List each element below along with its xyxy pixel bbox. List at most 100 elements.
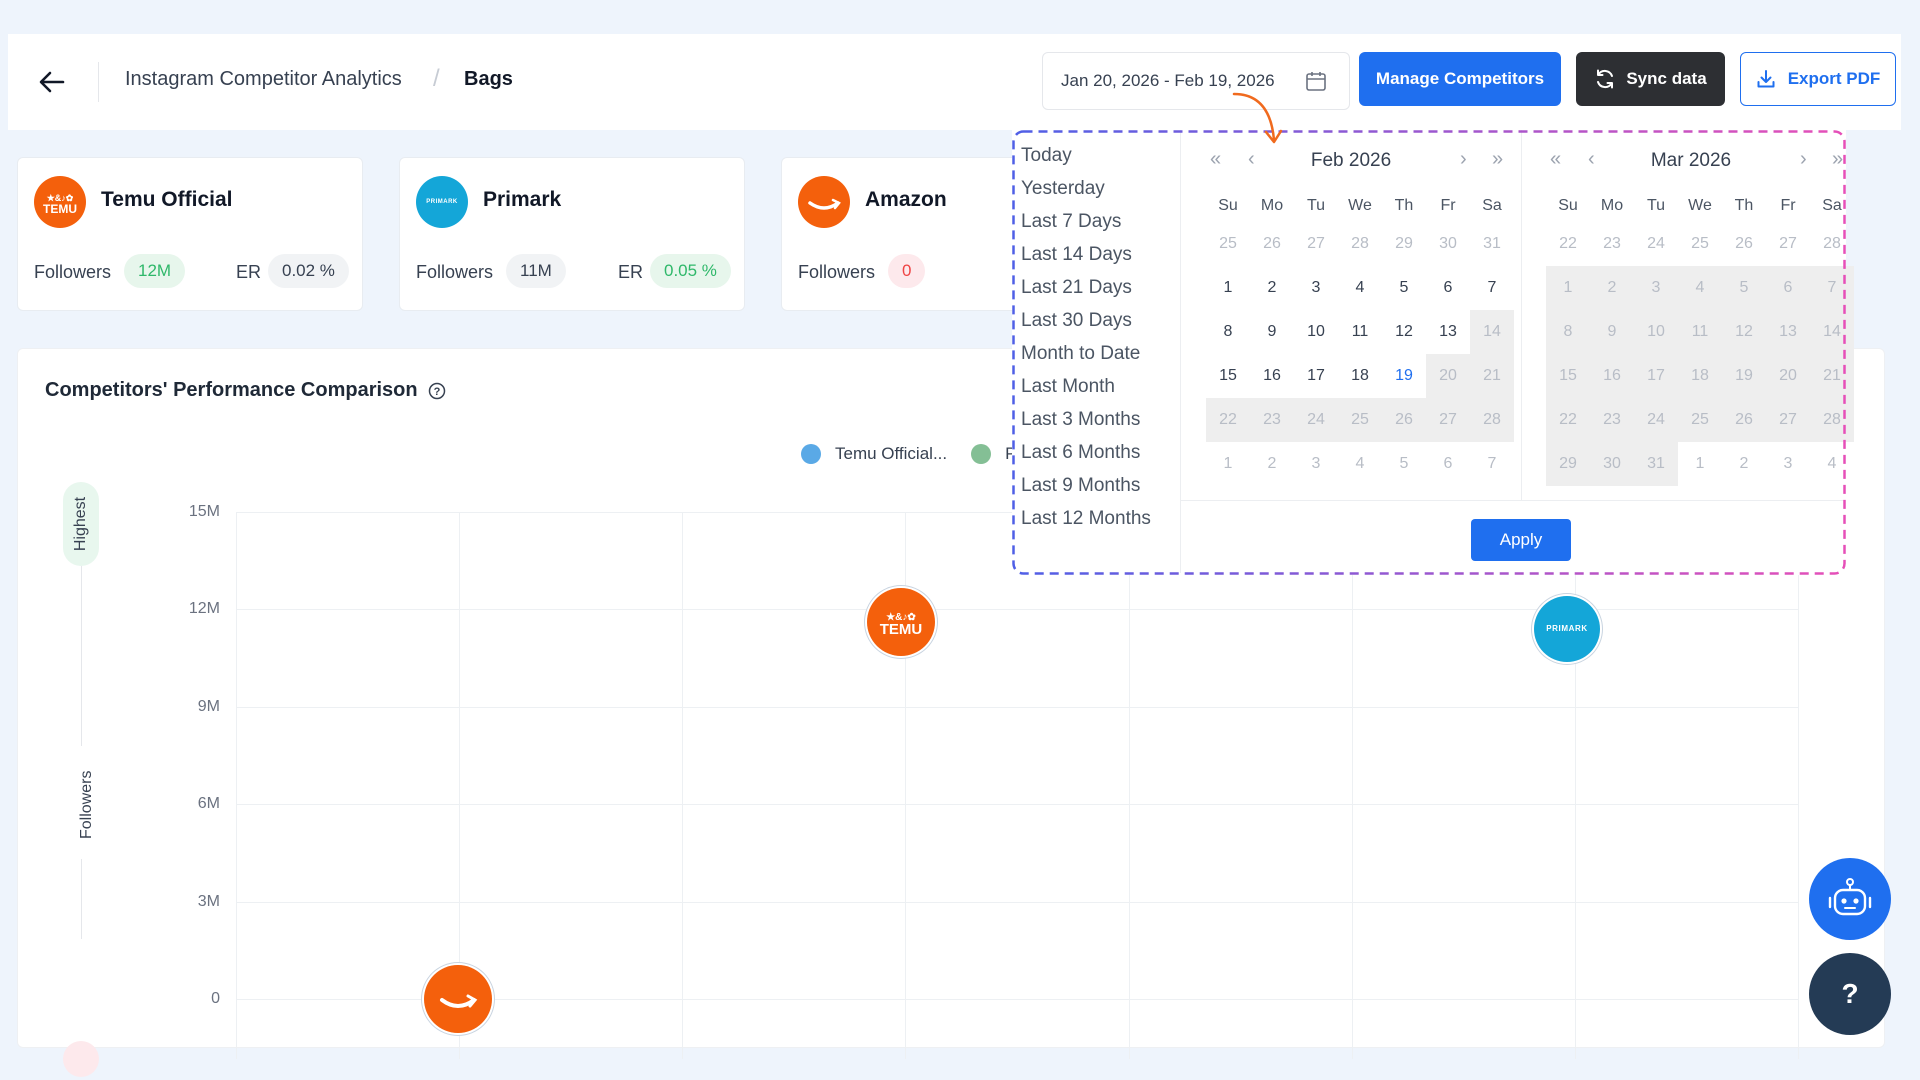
calendar-day[interactable]: 3 — [1783, 455, 1793, 472]
calendar-day[interactable]: 20 — [1426, 354, 1470, 398]
calendar-day[interactable]: 2 — [1267, 279, 1277, 296]
preset-option[interactable]: Last Month — [1021, 376, 1115, 397]
calendar-day[interactable]: 12 — [1395, 323, 1413, 340]
calendar-day[interactable]: 27 — [1307, 235, 1325, 252]
breadcrumb-analytics[interactable]: Instagram Competitor Analytics — [125, 68, 402, 90]
preset-option[interactable]: Month to Date — [1021, 343, 1141, 364]
calendar-day[interactable]: 29 — [1546, 442, 1590, 486]
calendar-day[interactable]: 5 — [1399, 279, 1409, 296]
calendar-day[interactable]: 26 — [1735, 235, 1753, 252]
calendar-day[interactable]: 27 — [1766, 398, 1810, 442]
legend-item[interactable]: Temu Official... — [835, 444, 948, 463]
calendar-day[interactable]: 5 — [1722, 266, 1766, 310]
calendar-day[interactable]: 25 — [1219, 235, 1237, 252]
calendar-day[interactable]: 13 — [1439, 323, 1457, 340]
next-year-icon[interactable]: » — [1492, 148, 1504, 170]
bubble-amazon[interactable] — [424, 965, 492, 1033]
next-month-icon[interactable]: › — [1800, 148, 1807, 170]
calendar-day[interactable]: 17 — [1307, 367, 1325, 384]
calendar-day[interactable]: 30 — [1590, 442, 1634, 486]
calendar-day[interactable]: 16 — [1263, 367, 1281, 384]
apply-button[interactable]: Apply — [1471, 519, 1571, 561]
calendar-day[interactable]: 26 — [1263, 235, 1281, 252]
calendar-day[interactable]: 9 — [1267, 323, 1277, 340]
calendar-day[interactable]: 7 — [1487, 279, 1497, 296]
calendar-day[interactable]: 14 — [1470, 310, 1514, 354]
calendar-day[interactable]: 19 — [1395, 367, 1413, 384]
bubble-temu[interactable]: ★&♪✿ TEMU — [867, 588, 935, 657]
calendar-day[interactable]: 8 — [1223, 323, 1233, 340]
calendar-day[interactable]: 28 — [1470, 398, 1514, 442]
manage-competitors-button[interactable]: Manage Competitors — [1359, 52, 1561, 106]
competitor-card-temu[interactable]: ★&♪✿ TEMU Temu Official Followers 12M ER … — [17, 157, 363, 311]
calendar-day[interactable]: 23 — [1250, 398, 1294, 442]
calendar-day[interactable]: 10 — [1634, 310, 1678, 354]
calendar-day[interactable]: 11 — [1678, 310, 1722, 354]
preset-option[interactable]: Last 7 Days — [1021, 211, 1122, 232]
next-year-icon[interactable]: » — [1832, 148, 1844, 170]
question-circle-icon[interactable]: ? — [428, 382, 446, 400]
calendar-day[interactable]: 23 — [1603, 235, 1621, 252]
calendar-day[interactable]: 22 — [1559, 235, 1577, 252]
calendar-day[interactable]: 21 — [1810, 354, 1854, 398]
calendar-day[interactable]: 21 — [1470, 354, 1514, 398]
calendar-day[interactable]: 8 — [1546, 310, 1590, 354]
calendar-day[interactable]: 28 — [1351, 235, 1369, 252]
calendar-day[interactable]: 4 — [1355, 455, 1365, 472]
calendar-day[interactable]: 20 — [1766, 354, 1810, 398]
calendar-day[interactable]: 7 — [1487, 455, 1497, 472]
export-pdf-button[interactable]: Export PDF — [1740, 52, 1896, 106]
bubble-primark[interactable]: PRIMARK — [1534, 595, 1600, 662]
preset-option[interactable]: Last 3 Months — [1021, 409, 1141, 430]
calendar-day[interactable]: 5 — [1399, 455, 1409, 472]
calendar-day[interactable]: 24 — [1634, 398, 1678, 442]
calendar-day[interactable]: 6 — [1443, 455, 1453, 472]
calendar-day[interactable]: 4 — [1355, 279, 1365, 296]
date-range-input[interactable]: Jan 20, 2026 - Feb 19, 2026 — [1042, 52, 1350, 110]
calendar-day[interactable]: 22 — [1546, 398, 1590, 442]
calendar-day[interactable]: 1 — [1695, 455, 1705, 472]
calendar-day[interactable]: 12 — [1722, 310, 1766, 354]
calendar-day[interactable]: 25 — [1678, 398, 1722, 442]
calendar-day[interactable]: 19 — [1722, 354, 1766, 398]
calendar-day[interactable]: 10 — [1307, 323, 1325, 340]
calendar-day[interactable]: 4 — [1827, 455, 1837, 472]
calendar-day[interactable]: 17 — [1634, 354, 1678, 398]
calendar-day[interactable]: 3 — [1311, 279, 1321, 296]
calendar-day[interactable]: 9 — [1590, 310, 1634, 354]
calendar-day[interactable]: 28 — [1823, 235, 1841, 252]
calendar-day[interactable]: 24 — [1294, 398, 1338, 442]
calendar-day[interactable]: 2 — [1590, 266, 1634, 310]
calendar-day[interactable]: 24 — [1647, 235, 1665, 252]
calendar-day[interactable]: 26 — [1722, 398, 1766, 442]
ai-assistant-button[interactable] — [1809, 858, 1891, 940]
preset-option[interactable]: Last 14 Days — [1021, 244, 1132, 265]
calendar-day[interactable]: 30 — [1439, 235, 1457, 252]
calendar-day[interactable]: 11 — [1351, 323, 1369, 340]
calendar-day[interactable]: 18 — [1351, 367, 1369, 384]
calendar-day[interactable]: 4 — [1678, 266, 1722, 310]
calendar-day[interactable]: 2 — [1267, 455, 1277, 472]
calendar-day[interactable]: 25 — [1691, 235, 1709, 252]
next-month-icon[interactable]: › — [1460, 148, 1467, 170]
calendar-day[interactable]: 15 — [1219, 367, 1237, 384]
preset-option[interactable]: Yesterday — [1021, 178, 1105, 199]
calendar-day[interactable]: 7 — [1810, 266, 1854, 310]
preset-option[interactable]: Last 12 Months — [1021, 508, 1151, 529]
preset-option[interactable]: Last 30 Days — [1021, 310, 1132, 331]
calendar-day[interactable]: 27 — [1779, 235, 1797, 252]
legend-item[interactable]: P — [1005, 444, 1017, 463]
calendar-day[interactable]: 1 — [1223, 455, 1233, 472]
calendar-day[interactable]: 29 — [1395, 235, 1413, 252]
calendar-day[interactable]: 3 — [1634, 266, 1678, 310]
preset-option[interactable]: Today — [1021, 145, 1072, 166]
sync-data-button[interactable]: Sync data — [1576, 52, 1725, 106]
help-button[interactable]: ? — [1809, 953, 1891, 1035]
competitor-card-primark[interactable]: PRIMARK Primark Followers 11M ER 0.05 % — [399, 157, 745, 311]
calendar-day[interactable]: 28 — [1810, 398, 1854, 442]
calendar-day[interactable]: 23 — [1590, 398, 1634, 442]
preset-option[interactable]: Last 21 Days — [1021, 277, 1132, 298]
calendar-day[interactable]: 6 — [1766, 266, 1810, 310]
preset-option[interactable]: Last 6 Months — [1021, 442, 1141, 463]
calendar-day[interactable]: 1 — [1546, 266, 1590, 310]
